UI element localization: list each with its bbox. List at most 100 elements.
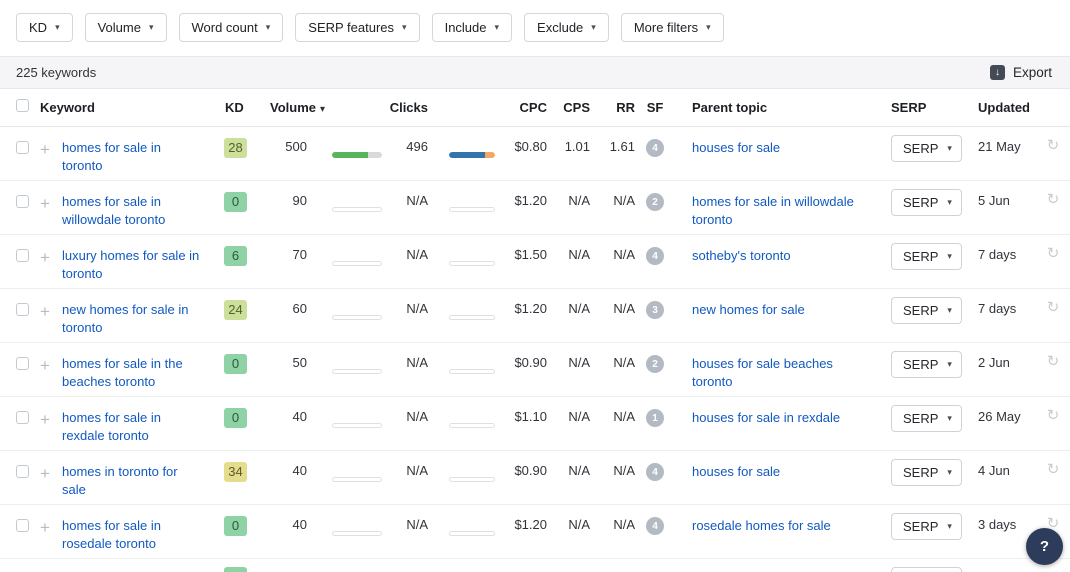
serp-dropdown-button[interactable]: SERP▾ [891,512,962,540]
help-button[interactable]: ? [1026,528,1063,565]
row-checkbox[interactable] [16,518,29,532]
column-header-parent-topic[interactable]: Parent topic [675,89,888,127]
row-checkbox[interactable] [16,356,29,370]
refresh-icon[interactable]: ↻ [1046,190,1060,208]
rr-value: N/A [590,288,635,343]
sf-badge: 4 [646,463,664,481]
column-header-sf[interactable]: SF [635,89,675,127]
serp-dropdown-button[interactable]: SERP▾ [891,242,962,270]
add-keyword-icon[interactable]: + [40,247,50,267]
chevron-down-icon: ▾ [265,22,271,32]
keyword-link[interactable]: homes for sale in toronto [62,139,161,173]
cps-value: N/A [547,180,590,235]
parent-topic-link[interactable]: houses for sale [692,139,781,155]
parent-topic-link[interactable]: rosedale homes for sale [692,517,831,533]
filter-include-button[interactable]: Include ▾ [431,13,513,42]
refresh-icon[interactable]: ↻ [1046,406,1060,424]
serp-dropdown-button[interactable]: SERP▾ [891,404,962,432]
export-button[interactable]: ↓ Export [989,65,1052,80]
volume-bar [332,314,382,320]
filter-exclude-button[interactable]: Exclude ▾ [524,13,609,42]
serp-dropdown-button[interactable]: SERP▾ [891,296,962,324]
cpc-value: $0.90 [495,342,547,397]
clicks-value: 496 [382,126,428,181]
keyword-link[interactable]: new homes for sale in toronto [62,301,189,335]
parent-topic-link[interactable]: homes for sale in willowdale toronto [692,193,854,227]
column-header-updated[interactable]: Updated [972,89,1036,127]
select-all-checkbox[interactable] [16,99,29,113]
refresh-icon[interactable]: ↻ [1046,298,1060,316]
filter-kd-button[interactable]: KD ▾ [16,13,73,42]
serp-dropdown-button[interactable]: SERP▾ [891,566,962,572]
rr-value: N/A [590,450,635,505]
refresh-icon[interactable]: ↻ [1046,460,1060,478]
keyword-link[interactable]: homes for sale in the beaches toronto [62,355,183,389]
column-header-keyword[interactable]: Keyword [38,89,224,127]
volume-value: 60 [270,288,307,343]
keyword-link[interactable]: homes for sale in rexdale toronto [62,409,161,443]
column-header-cpc[interactable]: CPC [495,89,547,127]
volume-value: 90 [270,180,307,235]
refresh-icon[interactable]: ↻ [1046,136,1060,154]
row-checkbox[interactable] [16,464,29,478]
row-checkbox[interactable] [16,248,29,262]
filter-serp-features-button[interactable]: SERP features ▾ [295,13,420,42]
add-keyword-icon[interactable]: + [40,139,50,159]
filter-more-filters-button[interactable]: More filters ▾ [620,13,724,42]
filter-volume-button[interactable]: Volume ▾ [84,13,167,42]
clicks-bar [449,314,495,320]
parent-topic-link[interactable]: houses for sale [692,463,781,479]
serp-dropdown-button[interactable]: SERP▾ [891,458,962,486]
cpc-value: $0.80 [495,126,547,181]
serp-dropdown-button[interactable]: SERP▾ [891,188,962,216]
serp-dropdown-button[interactable]: SERP▾ [891,134,962,162]
row-checkbox[interactable] [16,410,29,424]
add-keyword-icon[interactable]: + [40,355,50,375]
parent-topic-link[interactable]: sotheby's toronto [692,247,791,263]
add-keyword-icon[interactable]: + [40,463,50,483]
cpc-value: $1.10 [495,396,547,451]
column-header-kd[interactable]: KD [224,89,270,127]
column-header-serp[interactable]: SERP [888,89,972,127]
sort-desc-icon: ▾ [320,103,326,115]
table-row: + homes for sale in rexdale toronto 0 40… [0,396,1070,451]
column-header-clicks[interactable]: Clicks [382,89,428,127]
parent-topic-link[interactable]: houses for sale in rexdale [692,409,841,425]
rr-value: N/A [590,342,635,397]
cps-value [547,558,590,572]
volume-value [270,558,307,572]
kd-badge: 34 [224,461,247,482]
refresh-icon[interactable]: ↻ [1046,244,1060,262]
table-row: + new homes for sale in toronto 24 60 N/… [0,288,1070,343]
chevron-down-icon: ▾ [947,466,952,477]
column-header-volume[interactable]: Volume ▾ [270,89,325,127]
volume-bar [332,422,382,428]
add-keyword-icon[interactable]: + [40,301,50,321]
parent-topic-link[interactable]: houses for sale beaches toronto [692,355,833,389]
rr-value: N/A [590,504,635,559]
keyword-link[interactable]: homes for sale in rosedale toronto [62,517,161,551]
row-checkbox[interactable] [16,140,29,154]
cpc-value: $1.50 [495,234,547,289]
refresh-icon[interactable]: ↻ [1046,352,1060,370]
kd-badge: 24 [224,299,247,320]
add-keyword-icon[interactable]: + [40,409,50,429]
column-header-rr[interactable]: RR [590,89,635,127]
table-body: + homes for sale in toronto 28 500 496 $… [0,126,1070,572]
filter-word-count-button[interactable]: Word count ▾ [178,13,284,42]
add-keyword-icon[interactable]: + [40,193,50,213]
sf-badge: 4 [646,517,664,535]
row-checkbox[interactable] [16,194,29,208]
clicks-bar [449,422,495,428]
refresh-icon[interactable]: ↻ [1046,514,1060,532]
row-checkbox[interactable] [16,302,29,316]
keyword-link[interactable]: homes in toronto for sale [62,463,178,497]
serp-dropdown-button[interactable]: SERP▾ [891,350,962,378]
parent-topic-link[interactable]: new homes for sale [692,301,805,317]
keyword-link[interactable]: homes for sale in willowdale toronto [62,193,166,227]
table-row: + homes for sale in willowdale toronto 0… [0,180,1070,235]
add-keyword-icon[interactable]: + [40,517,50,537]
cps-value: N/A [547,234,590,289]
keyword-link[interactable]: luxury homes for sale in toronto [62,247,200,281]
column-header-cps[interactable]: CPS [547,89,590,127]
